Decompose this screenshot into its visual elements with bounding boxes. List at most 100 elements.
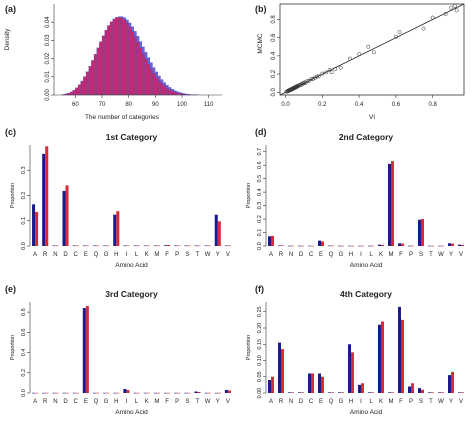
bar-series-1 <box>103 392 107 394</box>
hist-bar <box>128 26 132 96</box>
bar-series-1 <box>398 306 401 393</box>
y-tick-label: 0.15 <box>257 339 263 350</box>
y-tick-label: 0.5 <box>257 175 263 183</box>
bar-series-2 <box>167 392 171 394</box>
bar-series-2 <box>401 243 404 246</box>
bar-series-2 <box>126 245 130 247</box>
bar-series-1 <box>92 245 96 247</box>
y-tick-label: 0.2 <box>257 215 263 223</box>
hist-bar <box>139 47 143 96</box>
bar-series-2 <box>227 390 231 393</box>
hist-bar <box>107 25 111 96</box>
x-tick-label: G <box>339 252 344 258</box>
panel-letter: (d) <box>255 127 267 137</box>
hist-bar <box>144 58 148 96</box>
scatter-point <box>324 70 328 75</box>
y-tick-label: 0.4 <box>21 349 27 357</box>
x-tick-label: E <box>319 252 323 258</box>
bar-series-1 <box>298 245 301 247</box>
bar-series-2 <box>136 392 140 394</box>
bar-series-1 <box>378 244 381 246</box>
x-tick-label: C <box>74 252 79 258</box>
bar-series-2 <box>381 244 384 246</box>
x-tick-label: G <box>339 399 344 405</box>
bar-series-1 <box>153 392 157 394</box>
bar-series-2 <box>341 245 344 247</box>
y-tick-label: 0.0 <box>271 87 277 96</box>
bar-series-2 <box>291 392 294 393</box>
bar-series-1 <box>438 245 441 247</box>
x-tick-label: T <box>196 399 200 405</box>
bar-series-2 <box>227 245 231 247</box>
bar-series-1 <box>388 163 391 246</box>
bar-series-1 <box>418 219 421 246</box>
bar-series-2 <box>361 383 364 393</box>
bar-series-1 <box>458 392 461 393</box>
x-tick-label: Q <box>329 399 334 405</box>
y-tick-label: 0.00 <box>45 89 51 101</box>
hist-bar <box>93 54 97 96</box>
x-tick-label: H <box>114 399 118 405</box>
x-axis-label: Amino Acid <box>350 409 383 416</box>
scatter-point <box>314 74 319 79</box>
x-tick-label: V <box>226 399 230 405</box>
scatter-point <box>366 44 371 49</box>
x-tick-label: R <box>279 252 284 258</box>
bar-series-2 <box>45 146 49 246</box>
x-axis-label: Amino Acid <box>115 262 148 269</box>
bar-series-2 <box>55 245 59 247</box>
bar-series-1 <box>163 245 168 246</box>
bar-series-1 <box>408 245 411 247</box>
bar-series-1 <box>328 392 331 393</box>
bar-series-1 <box>318 240 321 246</box>
plot-box <box>279 3 465 96</box>
x-tick-label: Y <box>449 252 453 258</box>
bar-series-1 <box>358 245 361 247</box>
bar-series-2 <box>146 245 150 247</box>
x-tick-label: K <box>379 252 383 258</box>
y-tick-label: 0.03 <box>45 34 51 46</box>
hist-bar <box>85 71 89 96</box>
bar-series-1 <box>448 243 451 246</box>
x-tick-label: 0.0 <box>281 102 290 108</box>
bar-series-2 <box>85 306 89 393</box>
bar-series-1 <box>358 384 361 393</box>
bar-series-2 <box>126 389 130 393</box>
panel-letter: (f) <box>255 284 264 294</box>
x-tick-label: 90 <box>152 102 159 108</box>
bar-series-2 <box>217 221 221 246</box>
x-tick-label: E <box>319 399 323 405</box>
y-tick-label: 0.2 <box>21 192 27 200</box>
hist-bar <box>120 17 124 96</box>
x-tick-label: F <box>399 252 403 258</box>
x-tick-label: I <box>126 399 128 405</box>
bar-series-1 <box>428 245 431 247</box>
bar-series-1 <box>42 153 46 246</box>
scatter-point <box>421 26 426 31</box>
scatter-point <box>298 83 303 88</box>
bar-series-2 <box>95 392 100 394</box>
x-tick-label: 0.2 <box>318 102 327 108</box>
bar-series-1 <box>184 392 188 394</box>
panel-letter: (a) <box>5 4 16 14</box>
bar-series-2 <box>167 244 171 246</box>
x-tick-label: D <box>299 252 304 258</box>
bar-series-1 <box>328 245 331 247</box>
bar-series-1 <box>298 392 301 393</box>
x-tick-label: F <box>165 399 169 405</box>
x-tick-label: A <box>269 252 273 258</box>
hist-bar <box>168 89 172 96</box>
hist-bar <box>152 73 156 96</box>
bar-series-2 <box>461 392 464 393</box>
scatter-point <box>357 52 362 56</box>
panel-title: 4th Category <box>340 289 392 299</box>
y-tick-label: 0.3 <box>257 202 263 210</box>
x-tick-label: W <box>438 252 444 258</box>
hist-bar <box>125 22 129 96</box>
bar-series-2 <box>451 371 454 393</box>
bar-series-2 <box>116 211 120 246</box>
bar-series-1 <box>318 373 321 393</box>
bar-series-1 <box>194 391 198 393</box>
x-tick-label: T <box>429 399 433 405</box>
bar-series-2 <box>461 244 464 246</box>
